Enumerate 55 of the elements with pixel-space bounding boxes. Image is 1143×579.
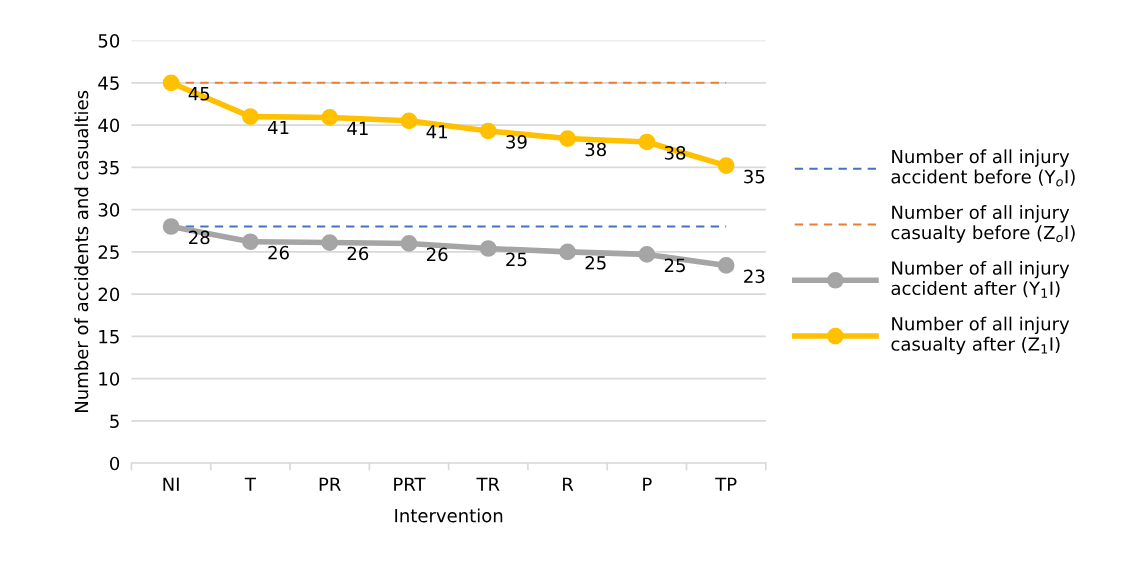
data-label: 28 xyxy=(189,230,210,245)
point xyxy=(559,243,576,261)
data-label: 23 xyxy=(744,269,765,284)
y-tick-label: 35 xyxy=(98,160,119,175)
data-label: 41 xyxy=(426,125,447,139)
point xyxy=(717,157,735,174)
legend-label: Number of all injury accident before (Y$_{o}$I) xyxy=(891,149,1075,187)
legend-label: Number of all injury casualty after (Z$_{1}$I) xyxy=(891,316,1070,355)
y-tick-label: 30 xyxy=(98,203,120,217)
y-tick-label: 0 xyxy=(110,456,120,471)
y-tick-label: 45 xyxy=(98,76,119,90)
x-axis-title: Intervention xyxy=(395,508,503,523)
data-label: 38 xyxy=(585,142,606,157)
x-tick-label: TR xyxy=(476,477,500,491)
data-label: 25 xyxy=(664,258,685,273)
x-tick-label: R xyxy=(563,477,574,491)
x-tick-label: T xyxy=(244,477,256,491)
data-label: 25 xyxy=(506,252,527,267)
x-tick-label: NI xyxy=(163,477,179,491)
point xyxy=(638,246,656,263)
data-label: 26 xyxy=(426,247,448,262)
data-label: 26 xyxy=(347,246,369,261)
point xyxy=(717,257,735,274)
y-tick-label: 5 xyxy=(110,414,119,429)
data-label: 41 xyxy=(267,120,289,135)
point xyxy=(162,218,180,235)
y-tick-label: 25 xyxy=(98,245,119,259)
point xyxy=(559,130,576,147)
y-tick-label: 40 xyxy=(98,118,120,133)
x-tick-label: P xyxy=(643,477,652,491)
data-label: 39 xyxy=(506,135,527,149)
y-tick-label: 50 xyxy=(98,33,120,48)
legend-label: Number of all injury casualty before (Z$_{o}$I) xyxy=(891,205,1075,243)
x-tick-label: PRT xyxy=(394,477,426,491)
x-tick-label: TP xyxy=(715,477,737,491)
data-label: 26 xyxy=(268,245,289,260)
legend-label: Number of all injury accident after (Y$_{1}$I) xyxy=(891,260,1070,298)
data-label: 35 xyxy=(744,169,765,184)
y-tick-label: 20 xyxy=(98,287,120,302)
point xyxy=(321,109,339,126)
point xyxy=(638,133,656,151)
point xyxy=(321,234,339,251)
data-label: 25 xyxy=(585,255,606,270)
y-tick-label: 15 xyxy=(99,330,119,344)
data-label: 41 xyxy=(347,121,368,135)
point xyxy=(400,235,418,252)
point xyxy=(242,108,259,125)
y-axis-title: Number of accidents and casualties xyxy=(74,90,89,413)
y-tick-label: 10 xyxy=(99,372,120,386)
point xyxy=(242,233,259,251)
point xyxy=(479,240,497,257)
x-tick-label: PR xyxy=(319,477,341,491)
point xyxy=(479,122,497,140)
point xyxy=(400,112,418,130)
point xyxy=(162,74,180,92)
